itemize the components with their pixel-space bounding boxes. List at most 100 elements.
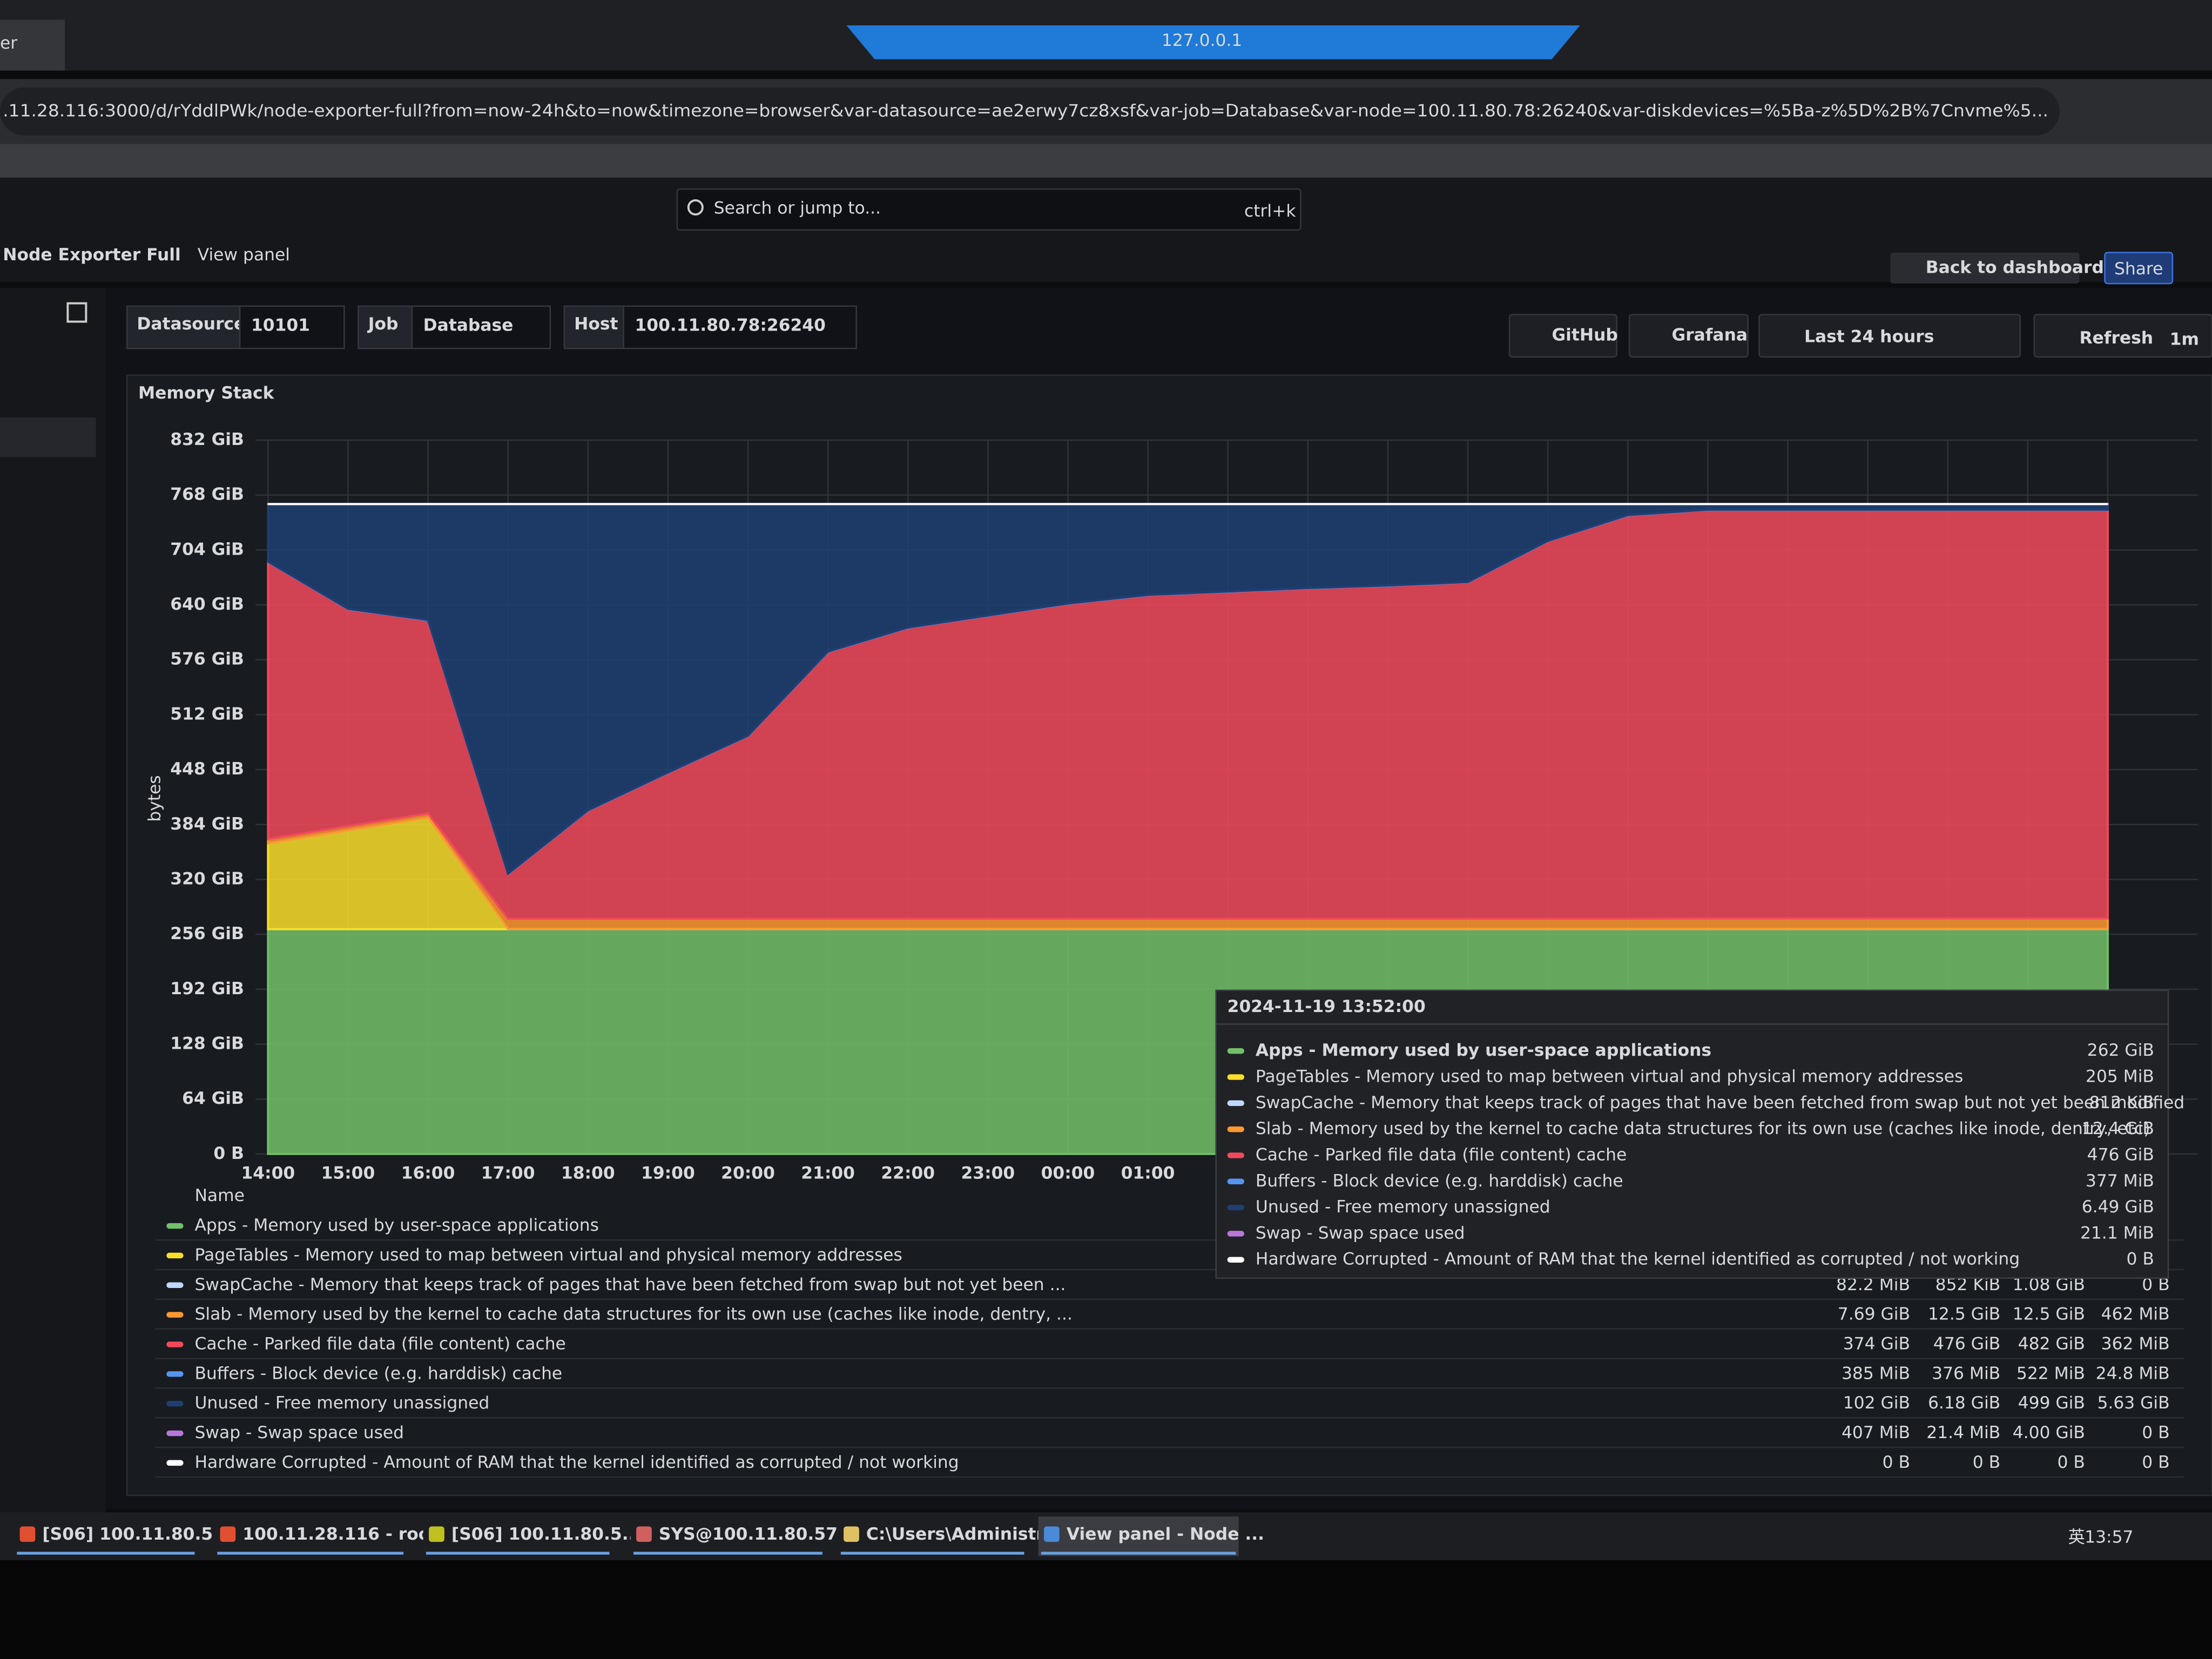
- legend-header: Name: [194, 1186, 244, 1205]
- legend-value: 6.18 GiB: [1928, 1393, 2000, 1413]
- y-tick-label: 576 GiB: [170, 650, 244, 669]
- legend-swatch[interactable]: [166, 1430, 184, 1437]
- back-button[interactable]: [1890, 252, 2080, 284]
- legend-value: 462 MiB: [2101, 1305, 2170, 1324]
- legend-entry: PageTables - Memory used to map between …: [194, 1245, 902, 1265]
- legend-value: 0 B: [2142, 1423, 2169, 1442]
- tooltip-swatch: [1227, 1178, 1244, 1184]
- legend-entry: SwapCache - Memory that keeps track of p…: [194, 1275, 1065, 1294]
- taskbar-icon: [1044, 1526, 1060, 1542]
- taskbar-icon: [844, 1526, 859, 1542]
- search-box[interactable]: [676, 188, 1301, 231]
- taskbar-label: View panel - Node ...: [1067, 1525, 1264, 1544]
- share-button[interactable]: [2104, 252, 2174, 285]
- taskbar-item[interactable]: [630, 1516, 826, 1556]
- legend-entry: Buffers - Block device (e.g. harddisk) c…: [194, 1364, 562, 1383]
- legend-value: 12.5 GiB: [2013, 1305, 2085, 1324]
- legend-value: 522 MiB: [2017, 1364, 2085, 1383]
- github-button[interactable]: [1508, 314, 1617, 358]
- x-tick-label: 19:00: [641, 1163, 695, 1183]
- taskbar-label: [S06] 100.11.80.5...: [42, 1525, 232, 1544]
- x-tick-label: 18:00: [561, 1163, 615, 1183]
- window-title-bar: [846, 25, 1580, 59]
- x-tick-label: 22:00: [881, 1163, 935, 1183]
- x-tick-label: 17:00: [481, 1163, 535, 1183]
- sidebar: [0, 287, 106, 1529]
- search-icon: [687, 199, 704, 216]
- legend-value: 476 GiB: [1933, 1334, 2000, 1353]
- legend-swatch[interactable]: [166, 1400, 184, 1407]
- legend-swatch[interactable]: [166, 1252, 184, 1259]
- legend-value: 499 GiB: [2018, 1393, 2085, 1413]
- breadcrumb-separator: View panel: [198, 245, 290, 265]
- grafana-button[interactable]: [1628, 314, 1749, 358]
- taskbar-icon: [636, 1526, 652, 1542]
- legend-entry: Cache - Parked file data (file content) …: [194, 1334, 565, 1353]
- legend-entry: Swap - Swap space used: [194, 1423, 404, 1442]
- search-shortcut: ctrl+k: [1244, 201, 1296, 221]
- variable-value: 10101: [251, 315, 310, 335]
- legend-value: 482 GiB: [2018, 1334, 2085, 1353]
- share-button-label: Share: [2114, 259, 2163, 279]
- tooltip-value: 12.4 GiB: [2082, 1119, 2154, 1138]
- y-tick-label: 128 GiB: [170, 1034, 244, 1053]
- time-range: Last 24 hours: [1804, 327, 1934, 346]
- monitor-bezel: [0, 1560, 2212, 1659]
- tooltip-series: Buffers - Block device (e.g. harddisk) c…: [1256, 1171, 1623, 1191]
- y-tick-label: 832 GiB: [170, 430, 244, 449]
- tab[interactable]: [0, 19, 65, 71]
- legend-value: 24.8 MiB: [2096, 1364, 2170, 1383]
- taskbar-item[interactable]: [214, 1516, 407, 1556]
- legend-value: 102 GiB: [1843, 1393, 1910, 1413]
- tooltip-swatch: [1227, 1152, 1244, 1158]
- y-tick-label: 192 GiB: [170, 979, 244, 999]
- taskbar-label: 100.11.28.116 - roo...: [242, 1525, 449, 1544]
- y-tick-label: 384 GiB: [170, 814, 244, 834]
- legend-value: 362 MiB: [2101, 1334, 2170, 1353]
- variable-select[interactable]: [411, 305, 551, 349]
- legend-swatch[interactable]: [166, 1460, 184, 1466]
- legend-value: 4.00 GiB: [2013, 1423, 2085, 1442]
- taskbar-item[interactable]: [14, 1516, 198, 1556]
- tooltip-time: 2024-11-19 13:52:00: [1228, 997, 1426, 1016]
- taskbar-icon: [429, 1526, 444, 1542]
- variable-select[interactable]: [623, 305, 857, 349]
- tab-title: er: [0, 33, 17, 53]
- taskbar-item[interactable]: [838, 1516, 1027, 1556]
- dock-icon[interactable]: [66, 302, 87, 323]
- legend-swatch[interactable]: [166, 1341, 184, 1347]
- legend-swatch[interactable]: [166, 1282, 184, 1288]
- tooltip-value: 476 GiB: [2087, 1145, 2154, 1164]
- variable-label-box: [563, 305, 624, 349]
- sidebar-item[interactable]: [0, 417, 96, 457]
- taskbar-icon: [220, 1526, 236, 1542]
- tooltip-swatch: [1227, 1257, 1244, 1263]
- time-picker[interactable]: [1758, 314, 2021, 358]
- address-bar[interactable]: [0, 87, 2060, 136]
- tooltip-swatch: [1227, 1074, 1244, 1080]
- tooltip-series: PageTables - Memory used to map between …: [1256, 1067, 1963, 1086]
- back-button-label: Back to dashboard: [1926, 258, 2104, 277]
- x-tick-label: 15:00: [321, 1163, 375, 1183]
- taskbar-item[interactable]: [423, 1516, 612, 1556]
- legend-swatch[interactable]: [166, 1371, 184, 1377]
- tooltip-value: 262 GiB: [2087, 1041, 2154, 1060]
- taskbar-item[interactable]: [1038, 1516, 1239, 1556]
- tooltip-swatch: [1227, 1048, 1244, 1054]
- variable-label: Datasource: [137, 314, 245, 334]
- y-tick-label: 448 GiB: [170, 759, 244, 779]
- legend-value: 0 B: [1973, 1453, 2000, 1472]
- y-tick-label: 512 GiB: [170, 704, 244, 724]
- tooltip-series: Hardware Corrupted - Amount of RAM that …: [1256, 1250, 2020, 1269]
- legend-swatch[interactable]: [166, 1223, 184, 1229]
- x-tick-label: 01:00: [1121, 1163, 1175, 1183]
- variable-select[interactable]: [239, 305, 345, 349]
- refresh-interval: 1m: [2170, 330, 2199, 349]
- legend-swatch[interactable]: [166, 1312, 184, 1318]
- tooltip-series: SwapCache - Memory that keeps track of p…: [1256, 1093, 2184, 1112]
- legend-value: 5.63 GiB: [2097, 1393, 2169, 1413]
- legend-value: 12.5 GiB: [1928, 1305, 2000, 1324]
- variable-label-box: [126, 305, 241, 349]
